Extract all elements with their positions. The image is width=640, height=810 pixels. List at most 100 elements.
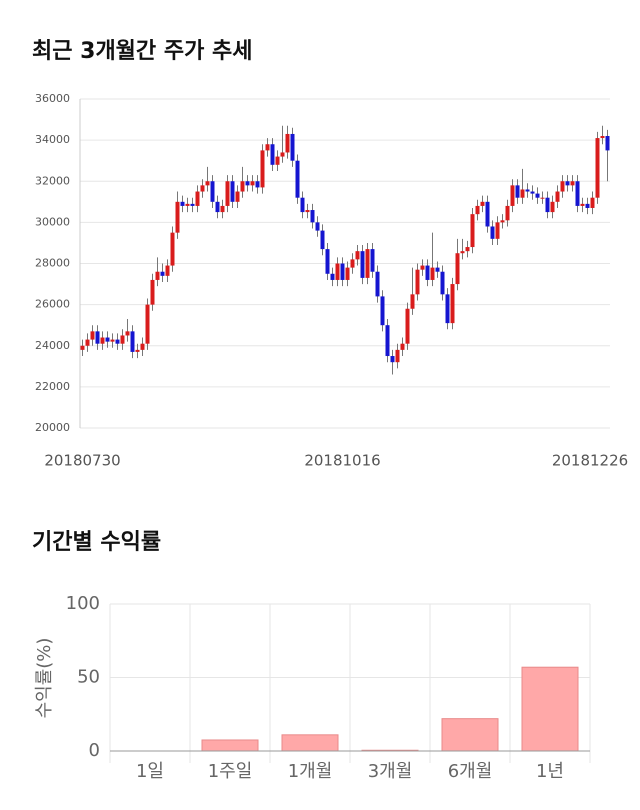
candle-body [470,214,475,248]
candle-body [390,356,395,363]
y-tick-label: 26000 [35,298,70,311]
y-tick-label: 100 [66,593,100,614]
candle-body [125,331,130,336]
candle-body [335,263,340,280]
candle-body [170,232,175,266]
bar [441,718,499,752]
y-tick-label: 50 [77,667,100,688]
candle-body [580,203,585,206]
candle-body [460,251,465,254]
candle-body [555,191,560,202]
candle-body [90,331,95,340]
candle-body [340,263,345,280]
candle-body [205,181,210,186]
candle-body [405,308,410,344]
candle-body [165,265,170,276]
bar [201,739,259,752]
candle-body [110,339,115,342]
candle-body [120,335,125,344]
candle-body [510,185,515,206]
candle-body [290,133,295,161]
x-tick-label: 1년 [536,761,564,782]
y-tick-label: 30000 [35,215,70,228]
candle-body [130,331,135,352]
candle-body [410,294,415,309]
candle-body [465,247,470,252]
x-tick-label: 20180730 [44,452,120,470]
candle-body [370,249,375,272]
candle-body [300,197,305,213]
candle-body [475,205,480,215]
candle-body [135,349,140,352]
candle-body [550,201,555,213]
candle-body [535,193,540,198]
candle-body [515,185,520,198]
candle-body [155,271,160,280]
candle-body [415,269,420,295]
candle-body [320,230,325,250]
candle-body [500,220,505,223]
candle-body [220,205,225,213]
y-tick-label: 24000 [35,339,70,352]
candle-body [180,201,185,206]
candle-body [420,265,425,270]
x-tick-label: 1주일 [208,761,253,782]
candle-body [530,191,535,194]
candle-body [505,205,510,221]
candle-body [565,181,570,186]
candle-body [345,267,350,280]
y-tick-label: 34000 [35,133,70,146]
x-tick-label: 3개월 [368,761,413,782]
candle-body [275,156,280,165]
x-tick-label: 1개월 [288,761,333,782]
candle-body [590,197,595,208]
candle-body [380,296,385,326]
candle-body [85,339,90,346]
candle-body [350,259,355,268]
candle-body [190,203,195,206]
candle-body [195,191,200,206]
candle-body [360,251,365,278]
candle-body [225,181,230,206]
candle-body [95,331,100,344]
candle-body [270,144,275,165]
candle-body [280,152,285,157]
candle-body [540,197,545,199]
candle-body [230,181,235,202]
candle-body [100,337,105,344]
y-axis-label: 수익률(%) [34,638,55,719]
x-tick-label: 6개월 [448,761,493,782]
candle-body [255,181,260,188]
y-tick-label: 20000 [35,421,70,434]
candle-body [305,210,310,213]
candle-body [585,203,590,208]
chart-title: 기간별 수익률 [32,530,161,555]
candle-body [445,294,450,324]
candle-body [425,265,430,280]
candle-body [215,201,220,213]
candle-body [245,181,250,186]
candle-body [295,160,300,198]
candle-body [575,181,580,206]
candle-body [430,267,435,280]
candle-body [560,181,565,192]
candle-body [285,133,290,153]
candle-body [265,144,270,151]
candle-body [235,191,240,202]
candle-body [485,201,490,227]
candle-body [365,249,370,278]
candle-body [210,181,215,202]
candle-body [395,349,400,363]
candle-body [200,185,205,192]
x-tick-label: 20181226 [552,452,628,470]
candle-body [480,201,485,206]
candle-body [385,325,390,357]
y-tick-label: 28000 [35,257,70,270]
candle-body [355,251,360,260]
candle-body [450,284,455,324]
candle-body [175,201,180,233]
candle-body [570,181,575,186]
candle-body [330,273,335,280]
candle-body [435,267,440,272]
